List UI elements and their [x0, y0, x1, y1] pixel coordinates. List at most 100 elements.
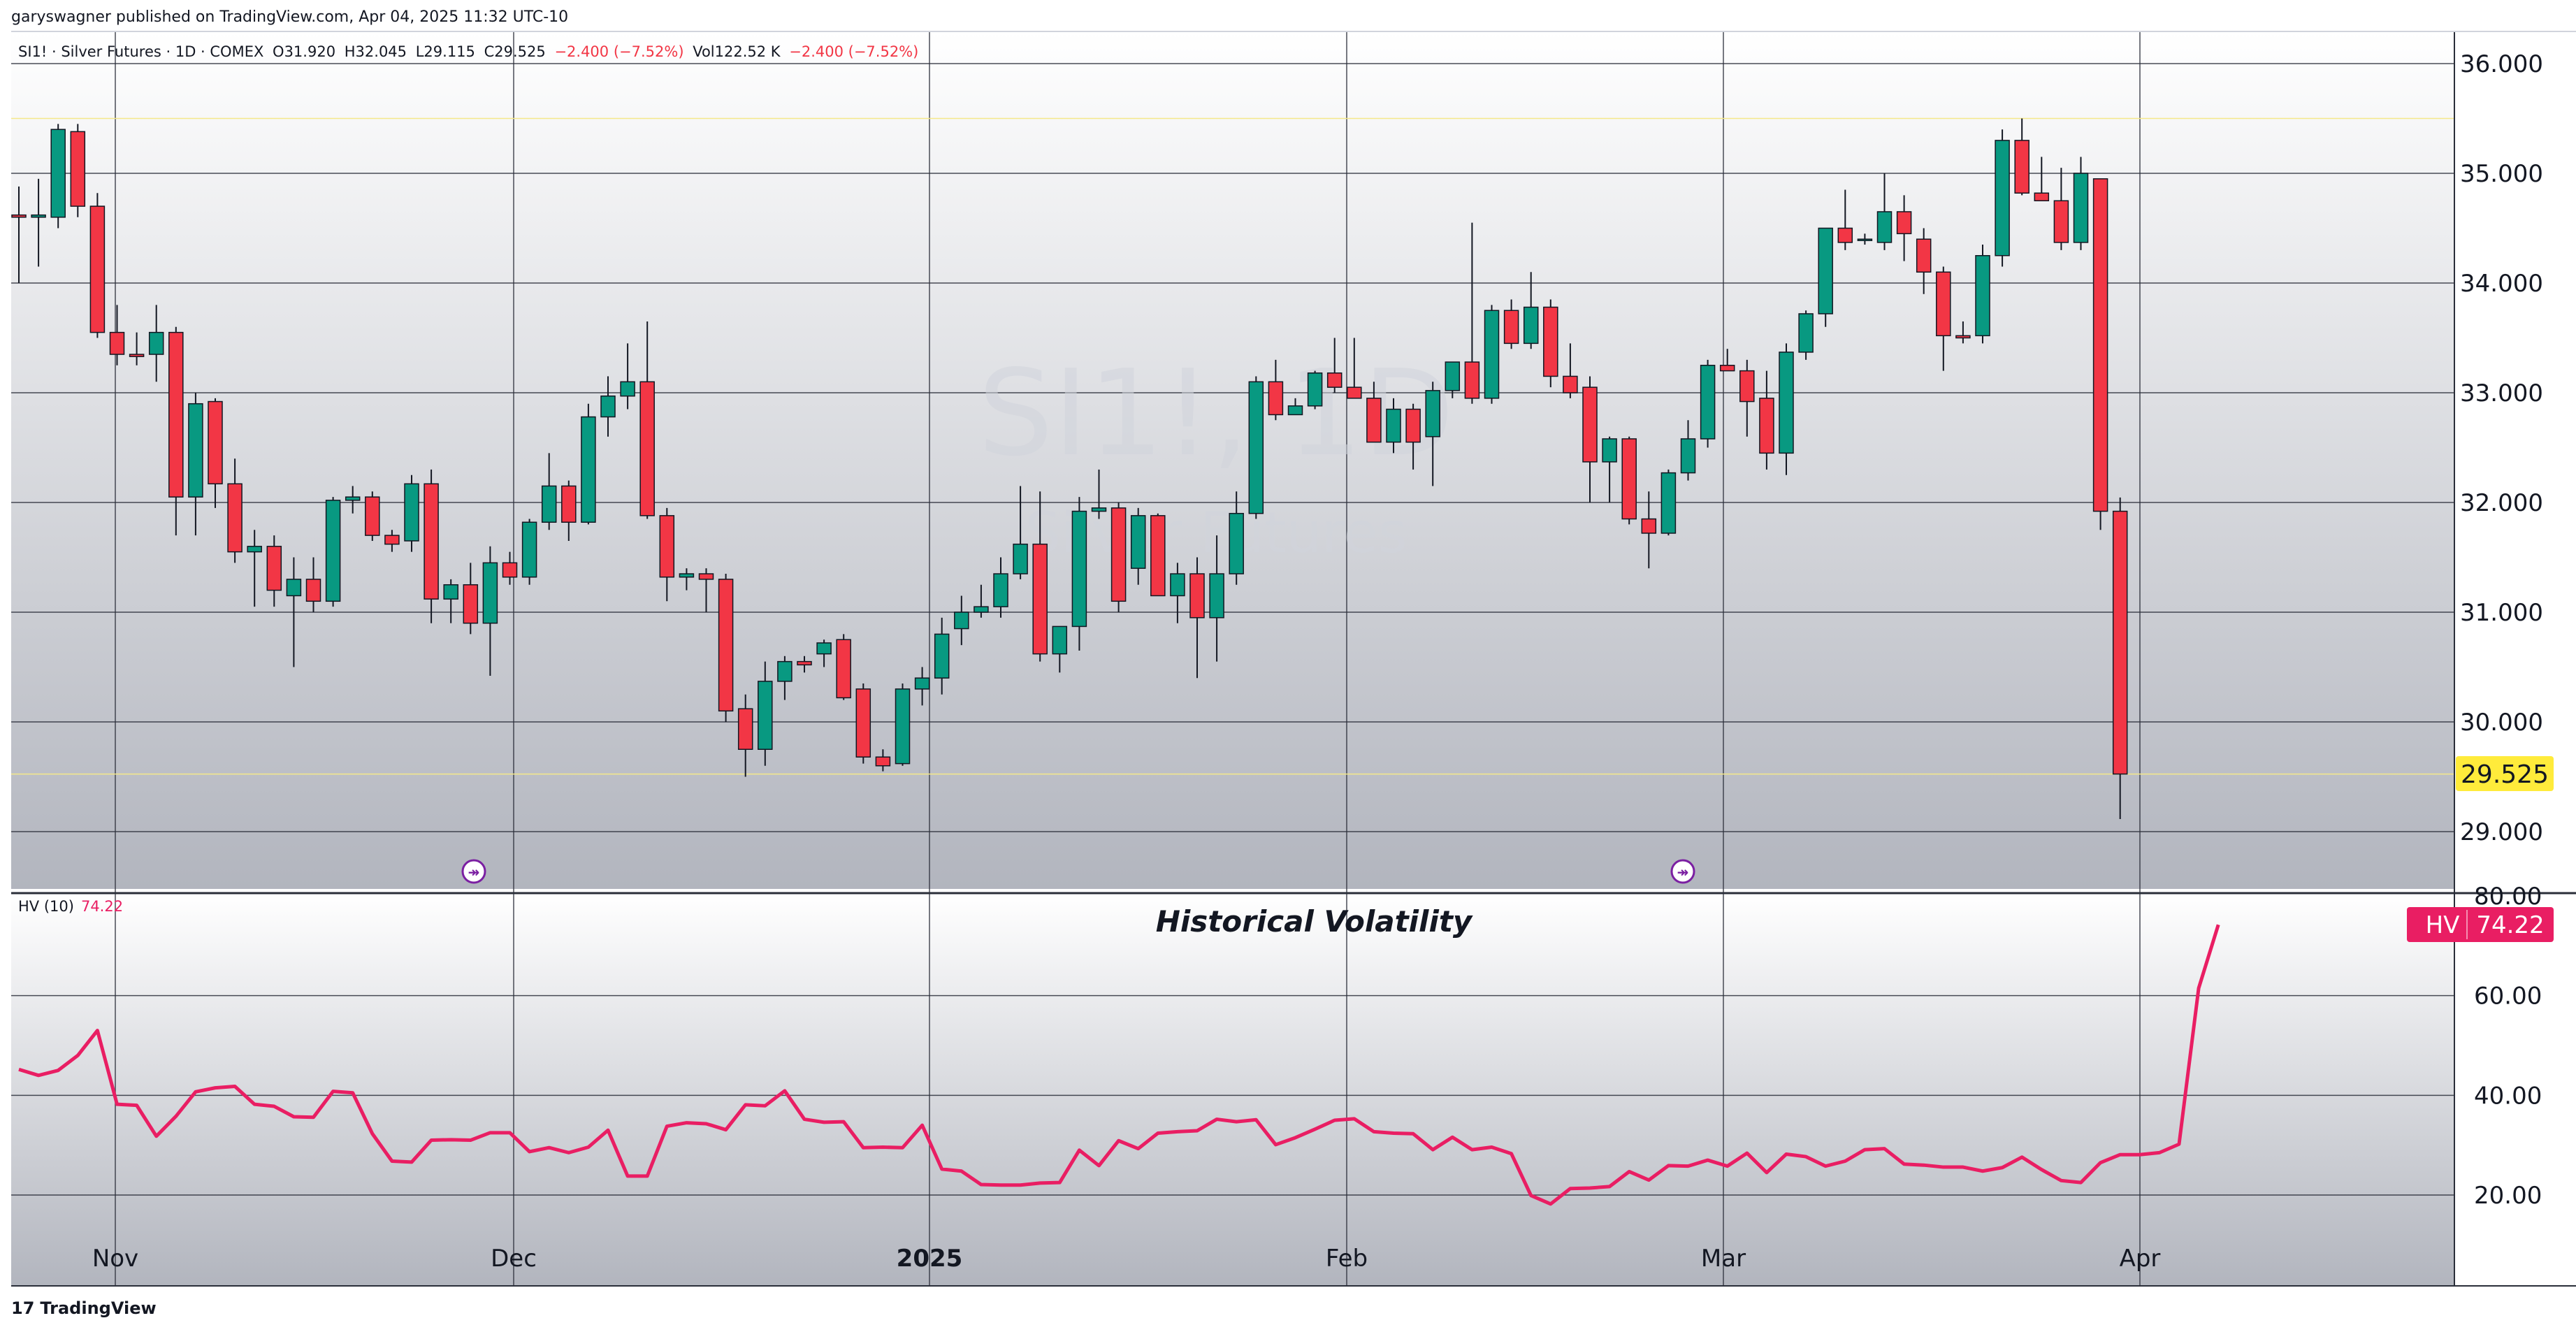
candle[interactable] — [1386, 398, 1401, 454]
candle[interactable] — [1896, 195, 1912, 261]
price-axis[interactable]: 36.000 35.000 34.000 33.000 32.000 31.000 30.0… — [2460, 50, 2543, 846]
candle[interactable] — [1779, 343, 1794, 475]
candle[interactable] — [2053, 168, 2069, 250]
candle[interactable] — [541, 453, 557, 530]
candle[interactable] — [1523, 272, 1539, 349]
event-marker-dec-circle[interactable] — [461, 859, 486, 884]
candle[interactable] — [1405, 403, 1421, 470]
candle[interactable] — [1445, 361, 1461, 398]
candle[interactable] — [934, 617, 950, 695]
candle[interactable] — [286, 557, 302, 667]
candle[interactable] — [954, 595, 969, 646]
candle[interactable] — [129, 332, 145, 365]
candle[interactable] — [148, 305, 164, 382]
candle[interactable] — [620, 343, 635, 410]
candle[interactable] — [1287, 398, 1303, 416]
candle[interactable] — [561, 480, 577, 541]
candle[interactable] — [679, 568, 695, 591]
candle[interactable] — [1876, 173, 1893, 250]
candle[interactable] — [1326, 338, 1343, 393]
candle[interactable] — [1248, 376, 1264, 519]
candle[interactable] — [718, 574, 734, 722]
candle[interactable] — [208, 398, 223, 508]
candle[interactable] — [1739, 359, 1755, 437]
candle[interactable] — [1209, 535, 1224, 662]
candle[interactable] — [875, 749, 891, 772]
candle[interactable] — [11, 186, 27, 283]
candle[interactable] — [639, 321, 655, 519]
candle[interactable] — [1543, 299, 1558, 388]
candle[interactable] — [855, 683, 871, 764]
candle[interactable] — [974, 584, 989, 618]
candle[interactable] — [31, 178, 46, 267]
candle[interactable] — [2034, 157, 2050, 202]
time-axis[interactable]: Nov Dec 2025 Feb Mar Apr — [92, 1245, 2161, 1273]
candle[interactable] — [247, 530, 262, 607]
candle[interactable] — [70, 124, 86, 217]
candle[interactable] — [384, 530, 400, 552]
candle[interactable] — [1484, 305, 1500, 404]
candle[interactable] — [1563, 343, 1578, 398]
candle[interactable] — [1503, 299, 1519, 349]
candle[interactable] — [325, 497, 341, 607]
candle[interactable] — [1307, 370, 1323, 410]
candle[interactable] — [1150, 513, 1166, 597]
hv-axis[interactable]: 80.00 60.00 40.00 20.00 — [2474, 883, 2542, 1210]
candle[interactable] — [836, 634, 851, 700]
candle[interactable] — [1700, 359, 1716, 448]
candle[interactable] — [502, 551, 518, 585]
candle[interactable] — [1818, 227, 1833, 327]
hv-line[interactable] — [18, 924, 2220, 1206]
candle[interactable] — [797, 656, 812, 673]
tradingview-brand[interactable]: 17 TradingView — [11, 1298, 157, 1318]
candle[interactable] — [758, 661, 773, 766]
candle[interactable] — [1130, 507, 1146, 585]
candle[interactable] — [993, 557, 1008, 618]
candle[interactable] — [1641, 491, 1657, 569]
event-marker-feb[interactable]: ↠ — [1670, 859, 1695, 884]
candle[interactable] — [737, 694, 753, 777]
candle[interactable] — [109, 305, 125, 365]
candle[interactable] — [698, 568, 714, 612]
candle[interactable] — [914, 667, 930, 706]
candle[interactable] — [777, 656, 793, 700]
candle[interactable] — [89, 193, 106, 338]
candle[interactable] — [659, 507, 675, 602]
hv-line-series[interactable] — [18, 924, 2220, 1206]
candle[interactable] — [1719, 349, 1735, 372]
candle[interactable] — [2073, 157, 2089, 250]
candle[interactable] — [581, 403, 596, 525]
candle[interactable] — [1602, 436, 1617, 502]
candle[interactable] — [1660, 469, 1677, 536]
candle[interactable] — [227, 458, 243, 563]
candle[interactable] — [1857, 233, 1873, 245]
candle[interactable] — [1798, 310, 1814, 360]
candle[interactable] — [1621, 436, 1637, 525]
candle[interactable] — [1955, 321, 1971, 344]
candle[interactable] — [2092, 178, 2108, 530]
candle[interactable] — [1189, 557, 1205, 679]
candle[interactable] — [463, 563, 479, 635]
candle[interactable] — [1680, 420, 1696, 481]
candle[interactable] — [1936, 266, 1951, 371]
symbol-legend[interactable]: SI1! · Silver Futures · 1D · COMEX O31.9… — [18, 43, 922, 60]
candle[interactable] — [1837, 189, 1853, 250]
candle[interactable] — [424, 469, 439, 623]
candle[interactable] — [895, 683, 911, 766]
candle[interactable] — [1464, 222, 1480, 404]
candle[interactable] — [1425, 382, 1440, 486]
candle[interactable] — [816, 639, 832, 667]
candle[interactable] — [1916, 228, 1932, 294]
candle[interactable] — [50, 124, 66, 229]
candle[interactable] — [188, 393, 203, 536]
hv-legend[interactable]: HV (10) 74.22 — [18, 898, 123, 915]
candle[interactable] — [1229, 491, 1244, 585]
candle[interactable] — [600, 376, 616, 437]
candle[interactable] — [443, 579, 458, 623]
candle[interactable] — [168, 326, 184, 536]
candle[interactable] — [1995, 129, 2010, 267]
candle[interactable] — [1052, 625, 1068, 673]
candle[interactable] — [365, 491, 380, 541]
candle[interactable] — [1582, 376, 1598, 502]
candle[interactable] — [482, 546, 498, 676]
